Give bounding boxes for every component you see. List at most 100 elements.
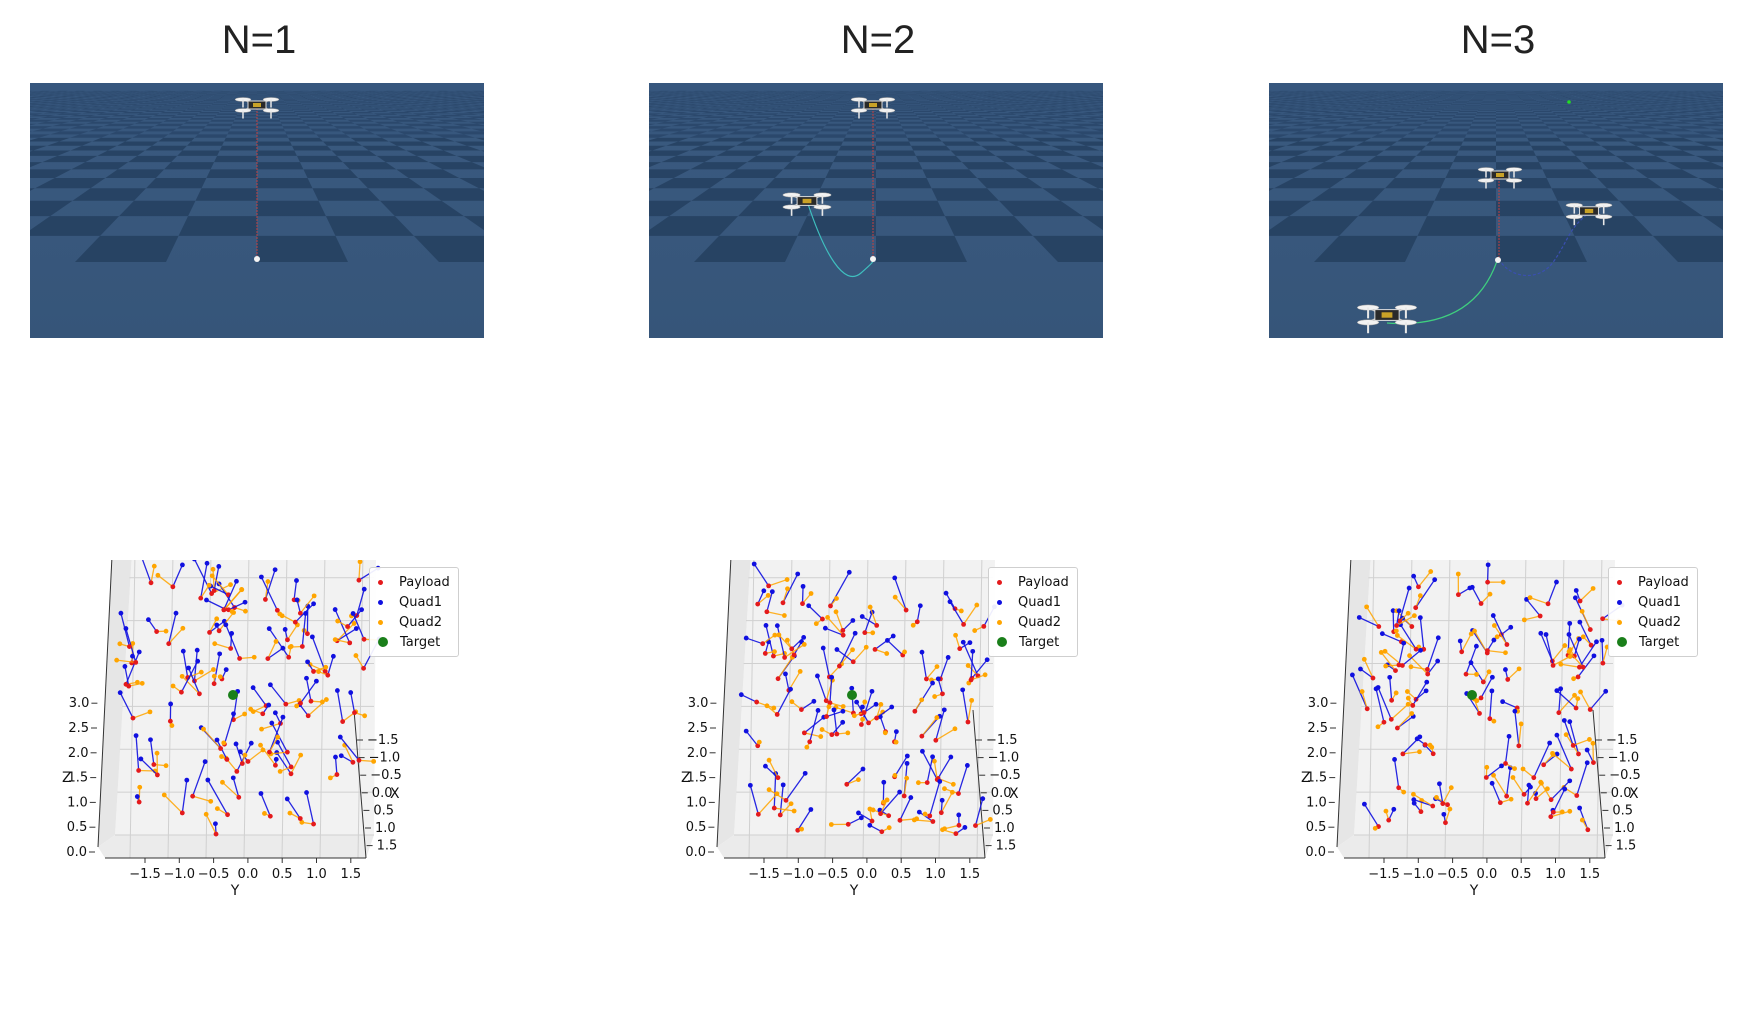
quad1-cable bbox=[962, 689, 969, 723]
floor-tile bbox=[846, 131, 876, 135]
quad2-point bbox=[1393, 628, 1399, 634]
floor-tile bbox=[167, 103, 185, 104]
floor-tile bbox=[1549, 128, 1581, 132]
floor-tile bbox=[347, 119, 375, 122]
floor-tile bbox=[687, 107, 710, 109]
drone-board bbox=[802, 198, 812, 204]
quad2-point bbox=[279, 613, 285, 619]
payload-point bbox=[780, 600, 786, 606]
floor-tile bbox=[779, 100, 796, 102]
quad1-point bbox=[869, 688, 875, 694]
floor-tile bbox=[649, 97, 664, 98]
quad2-point bbox=[1411, 613, 1417, 619]
quad2-point bbox=[1500, 579, 1506, 585]
quad1-point bbox=[337, 734, 343, 740]
floor-tile bbox=[1521, 99, 1535, 100]
quad1-marker-icon bbox=[378, 599, 383, 605]
floor-tile bbox=[471, 128, 484, 132]
floor-tile bbox=[721, 99, 738, 100]
quad2-point bbox=[265, 579, 271, 584]
quad2-cable bbox=[200, 584, 210, 599]
floor-tile bbox=[1637, 99, 1654, 101]
floor-tile bbox=[318, 98, 333, 100]
floor-tile bbox=[122, 100, 139, 101]
quad2-point bbox=[772, 632, 778, 638]
floor-tile bbox=[332, 99, 347, 100]
floor-tile bbox=[183, 98, 197, 99]
floor-tile bbox=[103, 107, 125, 109]
floor-tile bbox=[274, 109, 294, 111]
quad1-point bbox=[945, 655, 951, 660]
z-tick-label: 2.5 bbox=[68, 721, 89, 736]
floor-tile bbox=[225, 104, 242, 106]
floor-tile bbox=[649, 131, 652, 132]
floor-tile bbox=[230, 126, 257, 129]
floor-tile bbox=[1479, 105, 1496, 107]
quad1-point bbox=[1349, 672, 1355, 678]
floor-tile bbox=[1031, 102, 1050, 104]
floor-tile bbox=[362, 100, 379, 101]
floor-tile bbox=[1425, 108, 1445, 110]
floor-tile bbox=[805, 108, 825, 110]
floor-tile bbox=[207, 98, 221, 99]
quad2-point bbox=[1579, 608, 1585, 614]
floor-tile bbox=[1307, 98, 1324, 100]
quad1-cable bbox=[1471, 586, 1482, 604]
floor-tile bbox=[774, 102, 792, 104]
quad2-point bbox=[180, 625, 186, 631]
quad2-point bbox=[850, 647, 855, 653]
payload-point bbox=[1394, 725, 1400, 731]
quad2-point bbox=[1407, 653, 1412, 659]
floor-tile bbox=[649, 114, 675, 117]
floor-tile bbox=[1365, 102, 1383, 104]
floor-tile bbox=[824, 107, 843, 109]
floor-tile bbox=[183, 121, 211, 124]
floor-tile bbox=[876, 134, 908, 138]
quad1-point bbox=[849, 685, 855, 691]
scene bbox=[782, 97, 896, 278]
floor-tile bbox=[734, 101, 752, 103]
quad2-point bbox=[298, 752, 304, 758]
floor-tile bbox=[401, 98, 417, 99]
floor-tile bbox=[676, 106, 699, 108]
y-gridline bbox=[205, 560, 212, 859]
payload-point bbox=[1575, 674, 1581, 680]
payload-point bbox=[273, 762, 278, 768]
floor-tile bbox=[68, 98, 85, 100]
quad1-cable bbox=[1377, 687, 1392, 720]
floor-tile bbox=[1307, 104, 1329, 106]
panel-title-1: N=1 bbox=[221, 18, 297, 62]
quadrotor-icon bbox=[1357, 304, 1417, 334]
floor-tile bbox=[1099, 103, 1103, 105]
floor-tile bbox=[1077, 99, 1095, 100]
floor-tile bbox=[1036, 128, 1073, 132]
payload-point bbox=[1381, 719, 1387, 725]
quad1-cable bbox=[1359, 616, 1380, 628]
quad2-point bbox=[851, 713, 857, 719]
quad2-cable bbox=[358, 759, 374, 763]
floor-tile bbox=[202, 109, 222, 111]
floor-tile bbox=[998, 104, 1018, 106]
floor-tile bbox=[1084, 116, 1103, 118]
floor-tile bbox=[751, 100, 769, 102]
payload-point bbox=[211, 681, 217, 687]
floor-tile bbox=[460, 105, 483, 107]
quad1-cable bbox=[1465, 645, 1477, 675]
quad1-cable bbox=[1552, 788, 1566, 813]
floor-tile bbox=[1007, 141, 1051, 146]
floor-tile bbox=[1363, 97, 1379, 98]
quad1-cable bbox=[766, 591, 773, 612]
floor-tile bbox=[1548, 100, 1564, 101]
floor-tile bbox=[1351, 99, 1368, 101]
floor-tile bbox=[1033, 100, 1051, 101]
quad2-point bbox=[1427, 742, 1433, 748]
floor-tile bbox=[1697, 99, 1715, 100]
floor-tile bbox=[1043, 99, 1061, 101]
quad1-point bbox=[815, 707, 821, 713]
quad2-point bbox=[934, 664, 940, 670]
quad2-cable bbox=[827, 616, 844, 636]
floor-tile bbox=[1627, 112, 1652, 114]
floor-tile bbox=[791, 97, 806, 98]
floor-tile bbox=[1566, 102, 1583, 104]
quad1-point bbox=[822, 625, 828, 631]
